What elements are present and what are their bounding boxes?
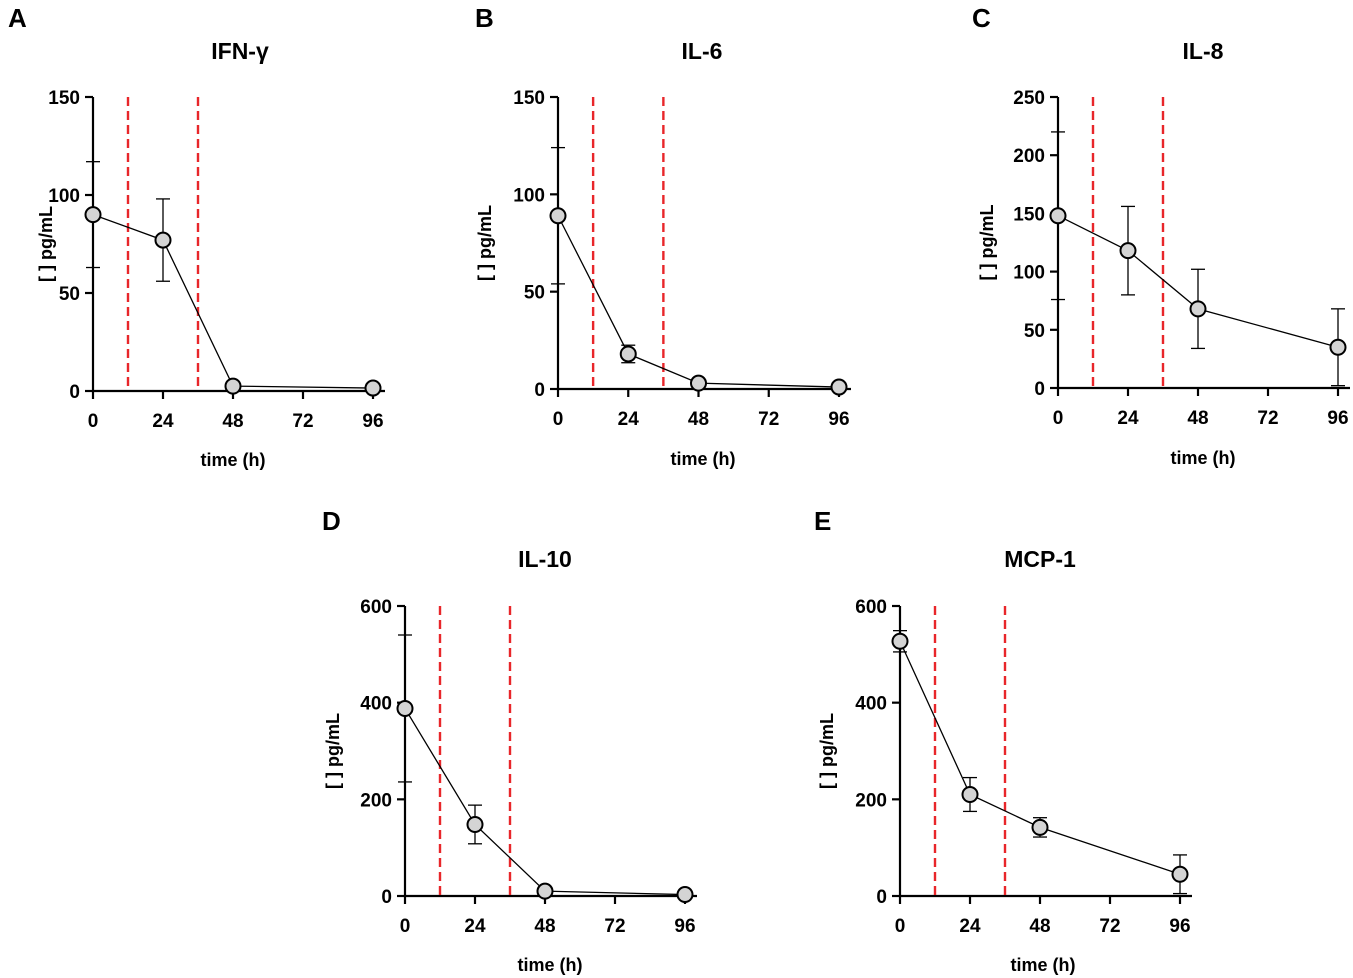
y-tick-label: 0 bbox=[1034, 379, 1045, 400]
y-tick-label: 0 bbox=[534, 380, 545, 401]
y-tick-label: 150 bbox=[1013, 204, 1045, 225]
data-point bbox=[154, 231, 172, 249]
y-tick-label: 250 bbox=[1013, 88, 1045, 109]
x-tick-label: 24 bbox=[959, 916, 981, 937]
chart-title: MCP-1 bbox=[1004, 546, 1076, 572]
y-axis-title: [ ] pg/mL bbox=[977, 205, 997, 281]
data-point bbox=[549, 207, 567, 225]
chart-title: IL-8 bbox=[1183, 38, 1224, 64]
x-tick-label: 72 bbox=[758, 409, 779, 430]
y-tick-label: 600 bbox=[855, 597, 887, 618]
x-tick-label: 48 bbox=[688, 409, 709, 430]
x-tick-label: 96 bbox=[1169, 916, 1190, 937]
panel-letter: A bbox=[8, 3, 27, 33]
panel-d-il-10: D IL-10 0 200 400 600 0 24 48 72 96 time (h) [ ] pg/… bbox=[322, 506, 697, 975]
panel-letter: B bbox=[475, 3, 494, 33]
x-tick-label: 72 bbox=[292, 411, 313, 432]
y-tick-label: 200 bbox=[1013, 146, 1045, 167]
x-tick-label: 48 bbox=[222, 411, 243, 432]
x-tick-label: 0 bbox=[1053, 408, 1064, 429]
x-axis-title: time (h) bbox=[1011, 955, 1076, 975]
data-point bbox=[1031, 818, 1049, 836]
data-point bbox=[619, 345, 637, 363]
y-tick-label: 150 bbox=[48, 88, 80, 109]
chart-title: IL-6 bbox=[682, 38, 723, 64]
y-axis-title: [ ] pg/mL bbox=[817, 713, 837, 789]
y-tick-label: 200 bbox=[855, 790, 887, 811]
panel-a-ifn-gamma: A IFN-γ 0 50 100 150 0 24 48 72 96 time (h) [ ] pg/m… bbox=[8, 3, 385, 470]
x-tick-label: 72 bbox=[604, 916, 625, 937]
data-point bbox=[84, 206, 102, 224]
data-point bbox=[676, 886, 694, 904]
data-point bbox=[364, 379, 382, 397]
x-tick-label: 24 bbox=[618, 409, 640, 430]
data-point bbox=[1189, 300, 1207, 318]
panel-letter: C bbox=[972, 3, 991, 33]
y-tick-label: 0 bbox=[876, 887, 887, 908]
y-tick-label: 50 bbox=[1024, 321, 1045, 342]
x-axis-title: time (h) bbox=[518, 955, 583, 975]
y-axis-title: [ ] pg/mL bbox=[36, 206, 56, 282]
series-line bbox=[404, 708, 686, 896]
data-point bbox=[1119, 242, 1137, 260]
data-point bbox=[830, 378, 848, 396]
x-tick-label: 72 bbox=[1099, 916, 1120, 937]
x-tick-label: 48 bbox=[1029, 916, 1050, 937]
panel-e-mcp-1: E MCP-1 0 200 400 600 0 24 48 72 96 time (h) [ ] pg/… bbox=[814, 506, 1192, 975]
data-point bbox=[1049, 207, 1067, 225]
panel-letter: D bbox=[322, 506, 341, 536]
chart-title: IL-10 bbox=[518, 546, 572, 572]
data-point bbox=[690, 374, 707, 392]
panel-b-il-6: B IL-6 0 50 100 150 0 24 48 72 96 time (h) [ ] pg/mL bbox=[475, 3, 851, 469]
x-tick-label: 0 bbox=[88, 411, 99, 432]
x-tick-label: 24 bbox=[464, 916, 486, 937]
data-point bbox=[1171, 865, 1189, 883]
data-point bbox=[961, 786, 979, 803]
x-tick-label: 96 bbox=[674, 916, 695, 937]
x-tick-label: 96 bbox=[1327, 408, 1348, 429]
x-axis-title: time (h) bbox=[671, 449, 736, 469]
x-tick-label: 72 bbox=[1257, 408, 1278, 429]
x-tick-label: 0 bbox=[553, 409, 564, 430]
series-line bbox=[899, 641, 1181, 875]
y-tick-label: 150 bbox=[513, 88, 545, 109]
y-axis-title: [ ] pg/mL bbox=[323, 713, 343, 789]
y-tick-label: 100 bbox=[48, 186, 80, 207]
x-tick-label: 48 bbox=[534, 916, 555, 937]
y-tick-label: 600 bbox=[360, 597, 392, 618]
panel-c-il-8: C IL-8 0 50 100 150 200 250 0 24 48 72 96 time (h) [ ]… bbox=[972, 3, 1350, 468]
y-tick-label: 50 bbox=[59, 284, 80, 305]
y-tick-label: 100 bbox=[1013, 263, 1045, 284]
x-tick-label: 0 bbox=[400, 916, 411, 937]
series-line bbox=[92, 213, 374, 389]
x-tick-label: 96 bbox=[362, 411, 383, 432]
data-point bbox=[466, 815, 484, 833]
x-tick-label: 24 bbox=[1117, 408, 1139, 429]
x-tick-label: 0 bbox=[895, 916, 906, 937]
data-point bbox=[1329, 338, 1347, 356]
chart-title: IFN-γ bbox=[211, 38, 269, 64]
x-tick-label: 48 bbox=[1187, 408, 1208, 429]
panel-letter: E bbox=[814, 506, 831, 536]
y-tick-label: 400 bbox=[855, 694, 887, 715]
y-tick-label: 200 bbox=[360, 790, 392, 811]
data-point bbox=[224, 377, 242, 395]
y-tick-label: 50 bbox=[524, 283, 545, 304]
x-axis-title: time (h) bbox=[201, 450, 266, 470]
data-point bbox=[891, 632, 909, 650]
y-tick-label: 100 bbox=[513, 185, 545, 206]
series-line bbox=[1057, 215, 1339, 348]
data-point bbox=[536, 882, 554, 900]
y-tick-label: 0 bbox=[381, 887, 392, 908]
y-tick-label: 400 bbox=[360, 694, 392, 715]
x-tick-label: 96 bbox=[828, 409, 849, 430]
x-axis-title: time (h) bbox=[1171, 448, 1236, 468]
x-tick-label: 24 bbox=[152, 411, 174, 432]
y-axis-title: [ ] pg/mL bbox=[475, 205, 495, 281]
data-point bbox=[396, 699, 414, 717]
y-tick-label: 0 bbox=[69, 382, 80, 403]
series-line bbox=[557, 215, 840, 388]
